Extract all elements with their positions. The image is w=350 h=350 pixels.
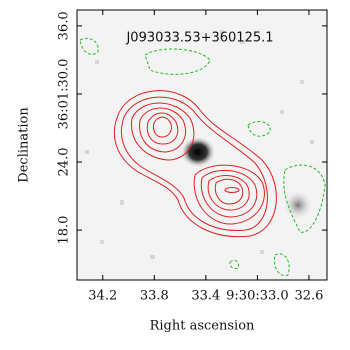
x-tick-label: 34.2 (88, 289, 117, 304)
y-tick-label: 24.0 (57, 148, 72, 177)
x-tick-label: 9:30:33.0 (226, 289, 289, 304)
y-tick-label: 36.0 (57, 11, 72, 40)
y-tick-label: 36:01:30.0 (57, 59, 72, 130)
chart-title: J093033.53+360125.1 (125, 31, 273, 46)
x-tick-label: 32.6 (294, 289, 323, 304)
x-axis-label: Right ascension (150, 319, 255, 334)
x-tick-label: 33.4 (191, 289, 220, 304)
y-tick-label: 18.0 (57, 216, 72, 245)
y-axis-label: Declination (17, 107, 32, 183)
frame (76, 9, 328, 281)
image (77, 10, 327, 280)
x-tick-label: 33.8 (140, 289, 169, 304)
